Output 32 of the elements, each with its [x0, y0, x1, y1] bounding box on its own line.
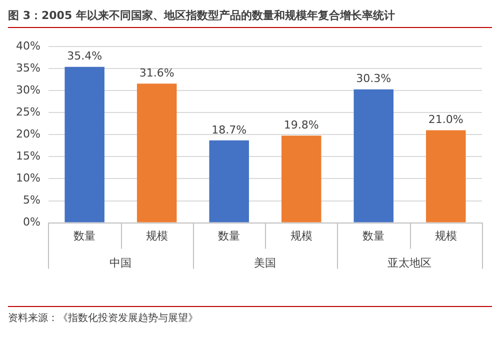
- y-tick-label: 0%: [22, 216, 40, 229]
- bar: [281, 136, 322, 222]
- y-tick-label: 30%: [16, 84, 40, 97]
- y-tick-label: 35%: [16, 61, 40, 74]
- series-label: 数量: [74, 230, 96, 243]
- series-label: 规模: [146, 230, 168, 243]
- text: 数量: [362, 230, 385, 243]
- y-tick-label: 20%: [16, 128, 40, 141]
- data-label: 21.0%: [428, 113, 464, 126]
- bar: [209, 140, 249, 222]
- y-tick-label: 15%: [16, 150, 40, 163]
- chart-title: 图 3：2005 年以来不同国家、地区指数型产品的数量和规模年复合增长率统计: [8, 8, 492, 28]
- text: 资料来源：《指数化投资发展趋势与展望》: [8, 306, 492, 325]
- y-tick-label: 25%: [16, 106, 40, 119]
- text: 规模: [434, 230, 457, 243]
- x-tick-label: 美国: [254, 256, 276, 270]
- data-label: 18.7%: [212, 123, 247, 136]
- text: 规模: [290, 230, 312, 243]
- data-label: 35.4%: [67, 50, 102, 63]
- text: 数量: [218, 230, 240, 243]
- bar: [354, 89, 394, 222]
- bar: [64, 66, 104, 222]
- y-tick-label: 5%: [22, 194, 40, 207]
- bar: [426, 130, 466, 222]
- data-label: 31.6%: [139, 66, 174, 80]
- data-label: 19.8%: [284, 118, 319, 132]
- x-tick-label: 亚太地区: [388, 256, 432, 270]
- x-tick-label: 中国: [110, 256, 132, 270]
- y-tick-label: 40%: [16, 39, 40, 52]
- data-label: 30.3%: [356, 72, 392, 86]
- y-tick-label: 10%: [16, 172, 40, 185]
- bar: [136, 84, 177, 222]
